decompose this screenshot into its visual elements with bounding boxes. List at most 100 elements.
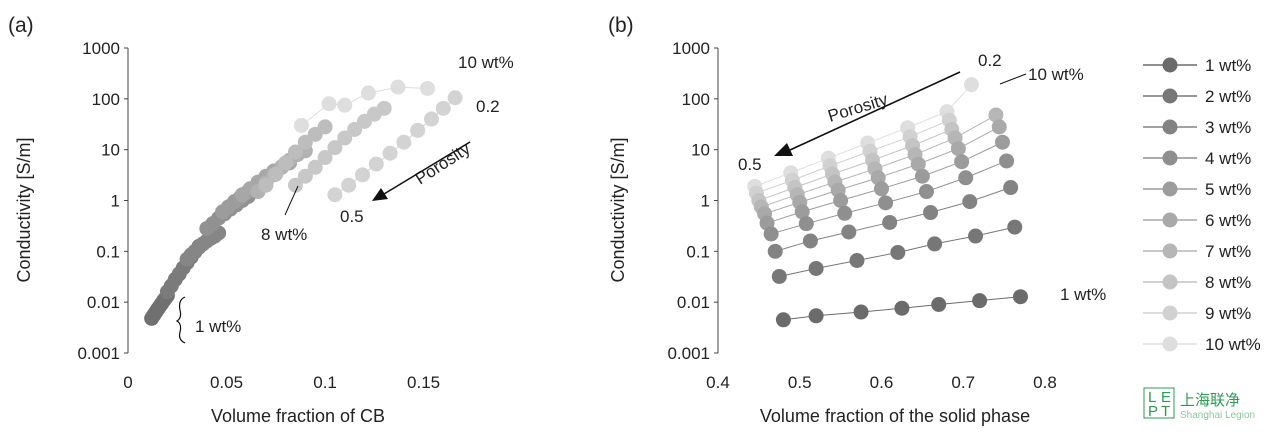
y-tick-label: 10 [691,141,710,160]
data-point [327,187,343,203]
y-tick-label: 0.01 [87,293,120,312]
panel-a-porosity-arrow-line [383,141,471,195]
data-point [841,224,857,240]
data-point [293,117,309,133]
panel-b-porosity-arrow-line [789,71,961,151]
data-point [1012,289,1028,305]
legend-marker [1162,57,1178,73]
data-point [999,153,1015,169]
legend-marker [1162,150,1178,166]
x-tick-label: 0.7 [951,373,975,392]
legend-marker [1162,243,1178,259]
legend-entry-label: 6 wt% [1205,211,1251,230]
panel-a-y-ticks: 0.001 0.01 0.1 1 10 100 1000 [77,39,128,363]
panel-b-series [747,77,1028,328]
data-point [874,181,889,197]
watermark-t: T [1161,403,1170,420]
panel-a-label: (a) [8,14,34,37]
data-point [833,193,849,208]
panel-a-8wt-leader [284,185,299,216]
data-point [317,119,333,135]
x-tick-label: 0 [123,373,132,392]
legend: 1 wt% 2 wt% 3 wt% 4 wt% 5 wt% 6 wt% 7 wt% 8 wt%… [1143,56,1261,354]
legend-entry-label: 10 wt% [1205,335,1261,354]
y-tick-label: 100 [682,90,710,109]
watermark-l: L [1148,389,1156,406]
watermark-cn: 上海联净 [1180,392,1240,409]
panel-a-ann-8wt: 8 wt% [261,225,307,244]
data-point [288,177,303,193]
data-point [878,195,894,211]
legend-marker [1162,336,1178,352]
x-tick-label: 0.4 [706,373,730,392]
legend-entry-label: 3 wt% [1205,118,1251,137]
data-point [890,244,906,260]
panel-b-label: (b) [608,14,634,37]
data-point [927,236,943,252]
x-tick-label: 0.8 [1033,373,1057,392]
data-point [808,260,824,276]
data-point [954,154,970,170]
y-tick-label: 1000 [672,39,710,58]
data-point [297,168,313,184]
data-point [968,228,984,244]
panel-a-x-ticks: 0 0.05 0.1 0.15 [123,373,440,392]
data-point [882,214,898,230]
data-point [798,216,814,232]
data-point [360,85,376,101]
data-point [317,150,333,166]
data-point [894,300,910,316]
panel-a-porosity-arrowhead [372,188,388,201]
watermark-p: P [1148,403,1158,420]
data-point [958,170,974,186]
data-point [390,79,406,95]
legend-entry-label: 9 wt% [1205,304,1251,323]
panel-a-1wt-brace [175,296,186,344]
data-point [802,233,818,249]
panel-b-ann-05: 0.5 [738,155,762,174]
watermark-e: E [1161,389,1171,406]
legend-entry-label: 1 wt% [1205,56,1251,75]
data-point [321,96,337,112]
data-point [931,296,947,312]
x-tick-label: 0.1 [313,373,337,392]
data-point [396,134,412,150]
panel-a: (a) Conductivity [S/m] Volume fraction o… [8,14,514,426]
panel-b-porosity-arrowhead [774,143,793,156]
panel-a-ann-10wt: 10 wt% [458,53,514,72]
data-point [278,155,294,171]
panel-b-ylabel: Conductivity [S/m] [608,137,628,282]
panel-b-ann-1wt: 1 wt% [1060,285,1106,304]
y-tick-label: 1000 [82,39,120,58]
y-tick-label: 100 [92,90,120,109]
data-point [763,226,779,242]
y-tick-label: 0.01 [677,293,710,312]
watermark-logo: L E P T 上海联净 Shanghai Legion [1143,387,1255,421]
legend-entry-label: 2 wt% [1205,87,1251,106]
legend-entry-label: 5 wt% [1205,180,1251,199]
data-point [382,145,398,161]
y-tick-label: 0.001 [667,344,710,363]
y-tick-label: 10 [101,141,120,160]
panel-b-x-ticks: 0.4 0.5 0.6 0.7 0.8 [706,373,1057,392]
watermark-en: Shanghai Legion [1180,410,1255,421]
series-line [334,97,456,196]
data-point [808,308,824,324]
legend-entry-label: 4 wt% [1205,149,1251,168]
legend-marker [1162,274,1178,290]
data-point [268,166,284,182]
data-point [410,122,426,138]
data-point [337,130,353,146]
data-point [962,194,978,210]
data-point [853,304,869,320]
legend-marker [1162,305,1178,321]
x-tick-label: 0.5 [788,373,812,392]
x-tick-label: 0.15 [407,373,440,392]
panel-a-series [144,79,463,326]
data-point [368,156,384,172]
data-point [837,205,853,221]
data-point [423,111,439,127]
data-point [307,159,323,175]
data-point [355,167,370,183]
data-point [994,134,1010,150]
